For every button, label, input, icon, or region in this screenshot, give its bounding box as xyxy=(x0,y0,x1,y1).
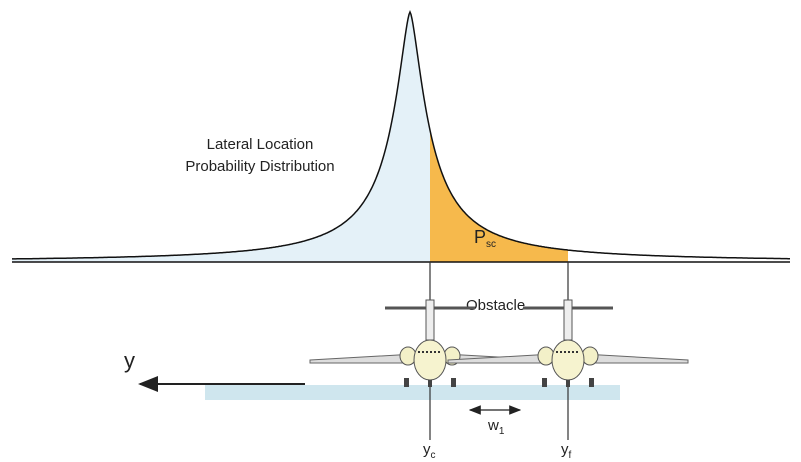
area-label: Psc xyxy=(474,227,496,250)
runway xyxy=(205,385,620,400)
distribution-label: Probability Distribution xyxy=(185,158,334,175)
marker-label: yf xyxy=(561,441,572,461)
distribution-label: Lateral Location xyxy=(207,136,314,153)
axis-label: y xyxy=(124,348,135,373)
width-label: w1 xyxy=(487,417,505,437)
marker-label: yc xyxy=(423,441,436,461)
distribution-curve xyxy=(12,9,790,260)
exceedance-area xyxy=(430,130,568,262)
obstacle-label: Obstacle xyxy=(466,297,525,314)
distribution-area xyxy=(12,12,430,262)
